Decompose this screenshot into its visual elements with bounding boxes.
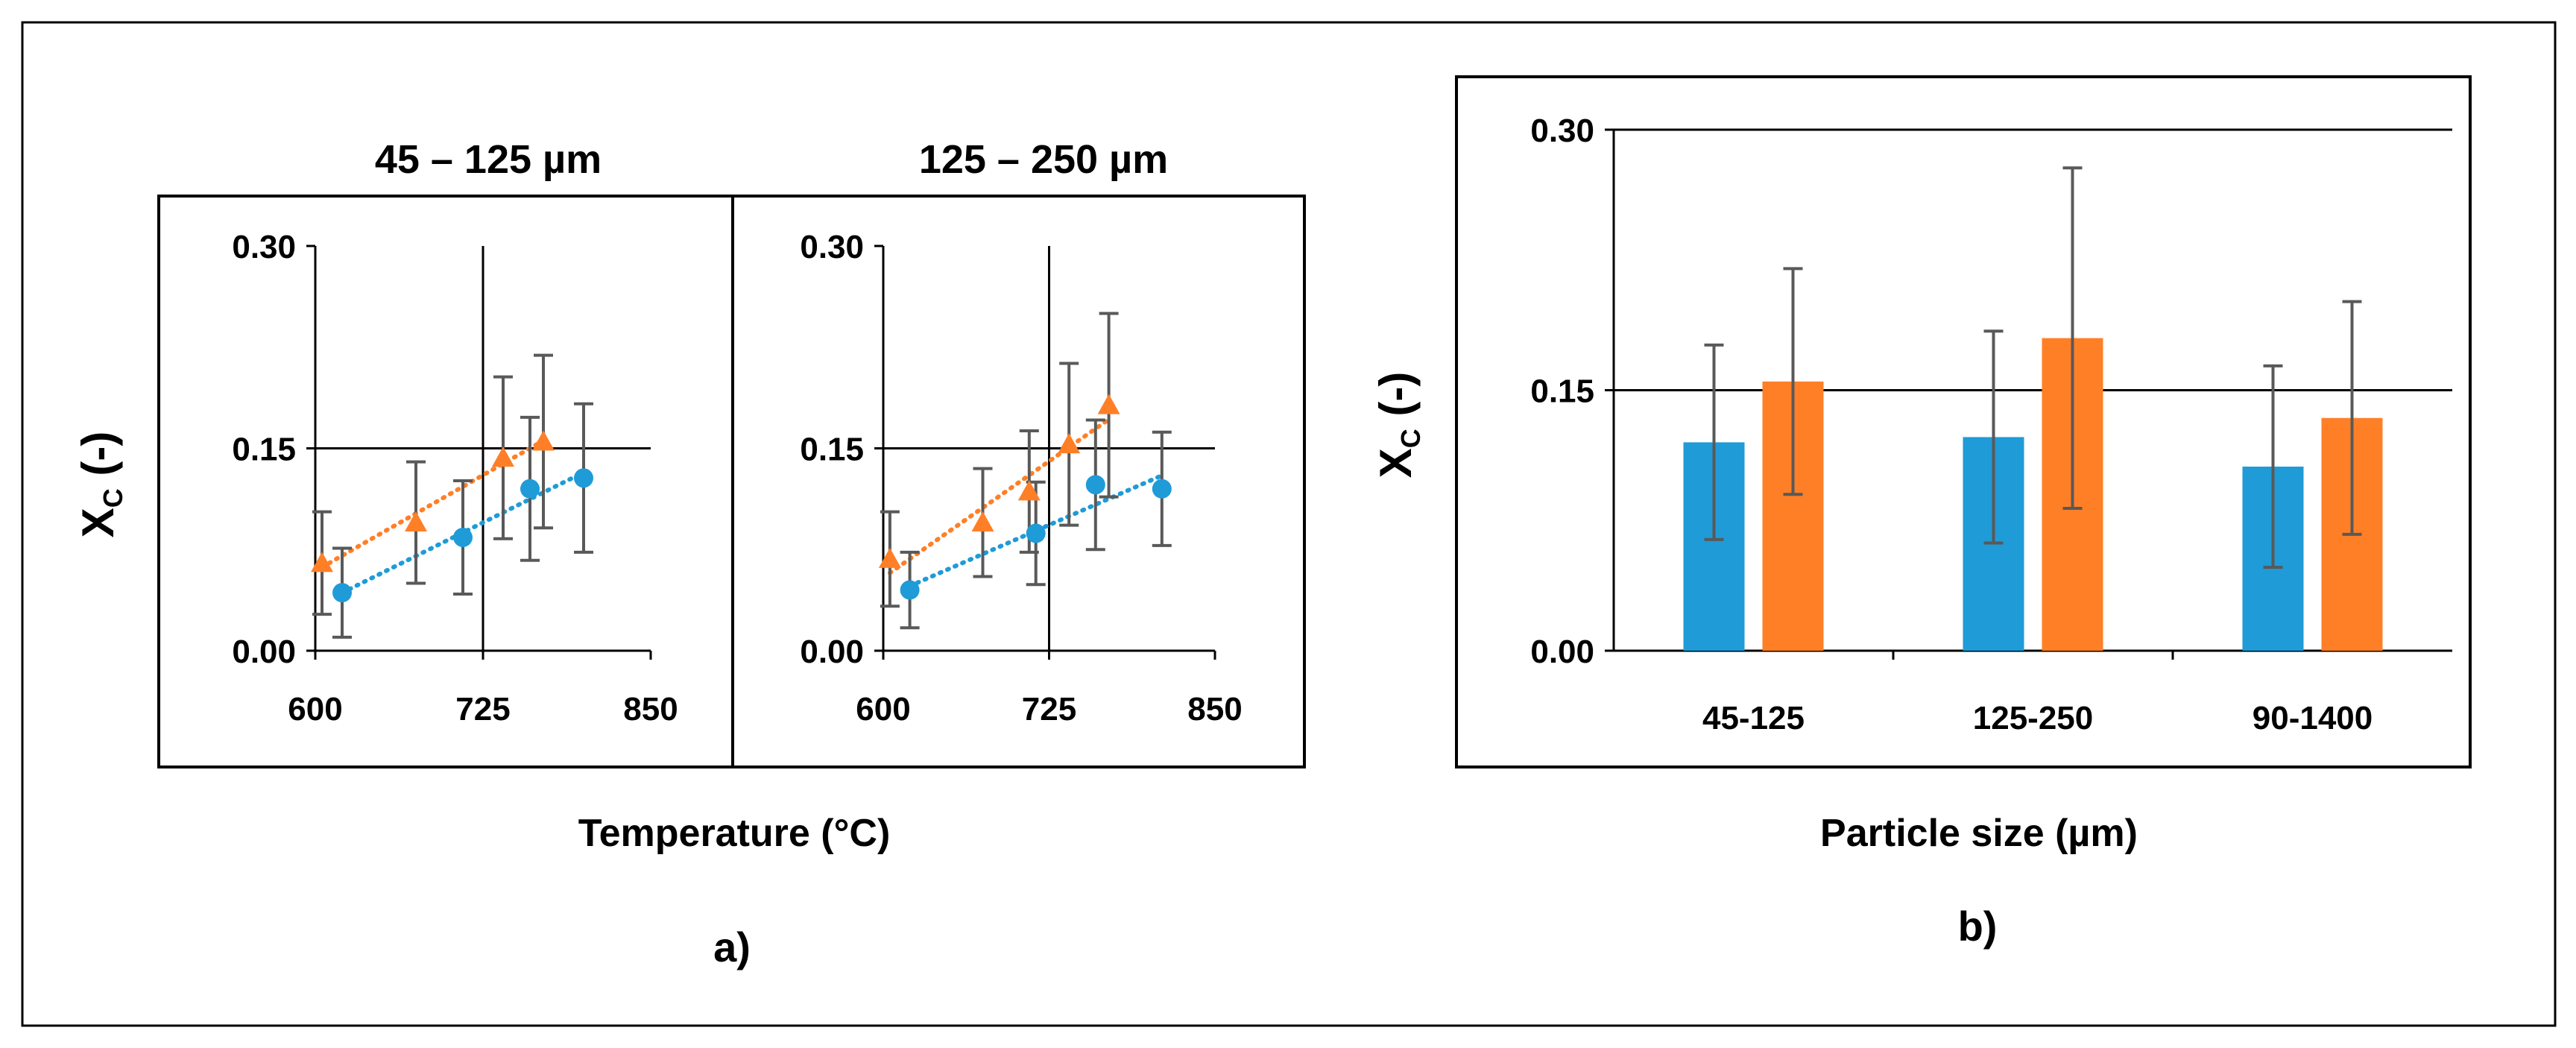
chart1-xtick-label: 850 — [623, 691, 678, 727]
chart1-point-triangle — [405, 511, 427, 532]
panel-a-label: a) — [713, 924, 751, 970]
chart1-point-triangle — [492, 446, 514, 467]
chart1-point-circle — [520, 479, 540, 499]
chart1-point-circle — [332, 583, 352, 603]
chart2-point-triangle — [971, 511, 994, 532]
chart2-xtick-label: 850 — [1187, 691, 1242, 727]
chart2-point-triangle — [1097, 394, 1120, 414]
chart2-point-circle — [1026, 523, 1046, 543]
panel-b-xlabel: Particle size (µm) — [1820, 812, 2138, 855]
chart2-xtick-label: 725 — [1022, 691, 1076, 727]
chart1-ytick-label: 0.15 — [232, 432, 296, 468]
chart2-ytick-label: 0.00 — [800, 634, 864, 670]
chart1-ytick-label: 0.30 — [232, 229, 296, 265]
chart2-title: 125 – 250 µm — [919, 137, 1168, 182]
panel-a-xlabel: Temperature (°C) — [578, 812, 891, 855]
chart2-trendline-triangles — [887, 417, 1111, 575]
panel-b-label: b) — [1958, 903, 1998, 950]
chart3-ytick-label: 0.30 — [1530, 113, 1594, 149]
chart1-plot: 0.00 0.15 0.30 600 725 850 — [232, 229, 678, 727]
chart2-ytick-label: 0.30 — [800, 229, 864, 265]
chart-particle-size-bars: 0.00 0.15 0.30 45-125 125-250 90-1400 — [1530, 113, 2452, 736]
chart3-ytick-label: 0.15 — [1530, 373, 1594, 410]
chart2-point-triangle — [1017, 480, 1041, 501]
chart1-point-circle — [453, 527, 473, 547]
chart1-point-triangle — [311, 552, 333, 572]
chart1-title: 45 – 125 µm — [375, 137, 602, 182]
chart3-ytick-label: 0.00 — [1530, 634, 1594, 670]
panel-b-border — [1455, 75, 2472, 768]
chart1-xtick-label: 725 — [455, 691, 510, 727]
figure-border — [21, 21, 2557, 1027]
chart2-ytick-label: 0.15 — [800, 432, 864, 468]
chart1-point-circle — [574, 468, 593, 488]
chart2-point-triangle — [1058, 433, 1081, 454]
chart3-category-label: 90-1400 — [2253, 700, 2373, 736]
chart3-category-label: 45-125 — [1702, 700, 1805, 736]
chart3-plot: 0.00 0.15 0.30 45-125 125-250 90-1400 — [1530, 113, 2452, 736]
panel-a-ylabel: XC (-) — [73, 432, 128, 538]
chart2-point-circle — [900, 580, 920, 600]
chart2-point-circle — [1085, 475, 1105, 495]
panel-b-ylabel: XC (-) — [1371, 372, 1426, 479]
chart1-ytick-label: 0.00 — [232, 634, 296, 670]
chart-45-125-temperature: 45 – 125 µm 0.00 0.15 0.30 600 725 850 — [232, 137, 678, 727]
chart1-point-triangle — [532, 430, 555, 451]
chart1-xtick-label: 600 — [288, 691, 342, 727]
chart2-xtick-label: 600 — [856, 691, 910, 727]
chart-125-250-temperature: 125 – 250 µm 0.00 0.15 0.30 600 725 850 — [800, 137, 1242, 727]
chart3-category-label: 125-250 — [1973, 700, 2093, 736]
chart2-point-triangle — [878, 547, 901, 568]
chart2-plot: 0.00 0.15 0.30 600 725 850 — [800, 229, 1242, 727]
chart2-point-circle — [1152, 479, 1172, 499]
